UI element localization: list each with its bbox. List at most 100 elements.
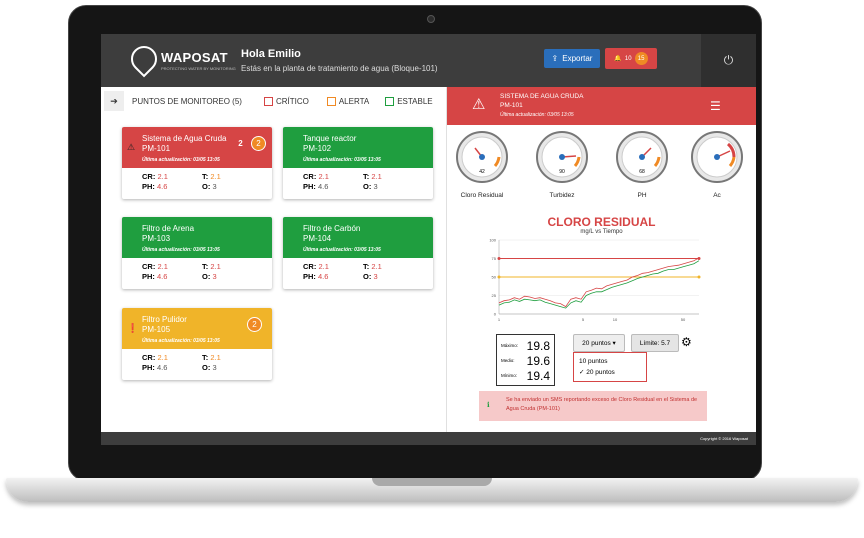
card-values: CR: 2.1 T: 2.1 PH: 4.6 O: 3 [122, 349, 272, 372]
y-tick-label: 0 [494, 312, 497, 317]
card-id: PM-103 [142, 234, 171, 243]
y-tick-label: 75 [492, 256, 497, 261]
card-name: Tanque reactor [303, 134, 357, 143]
filter-estable-label: ESTABLE [397, 96, 433, 106]
value-cr: 2.1 [157, 262, 168, 271]
value-o: 3 [212, 181, 217, 191]
logo-tagline: PROTECTING WATER BY MONITORING [161, 66, 236, 71]
card-id: PM-101 [142, 144, 171, 153]
filter-estable[interactable]: ESTABLE [385, 96, 433, 106]
label-t: T: [363, 172, 370, 181]
card-updated: Última actualización: 03/05 13:05 [303, 247, 381, 253]
card-updated: Última actualización: 03/05 13:05 [142, 157, 220, 163]
chart-title: CLORO RESIDUAL [547, 215, 656, 229]
line-chart: 0 25 50 75 100 1 5 10 50 [489, 238, 701, 322]
gauge-cloro: 42 [456, 131, 508, 183]
y-tick-label: 50 [492, 275, 497, 280]
value-ph: 4.6 [157, 271, 168, 281]
filter-critico[interactable]: CRÍTICO [263, 96, 309, 106]
x-tick-label: 5 [582, 317, 585, 322]
stat-min: 19.4 [526, 368, 550, 383]
points-select[interactable]: 20 puntos ▾ [573, 334, 625, 352]
label-cr: CR: [142, 353, 156, 362]
series-line [498, 260, 700, 309]
card-pm-102[interactable]: Tanque reactor PM-102 Última actualizaci… [283, 127, 433, 199]
card-pm-105[interactable]: ❗ Filtro Pulidor PM-105 Última actualiza… [122, 308, 272, 380]
card-header: ⚠ Sistema de Agua Cruda PM-101 Última ac… [122, 127, 272, 168]
option-10-points[interactable]: 10 puntos [579, 358, 608, 365]
card-updated: Última actualización: 03/05 13:05 [303, 157, 381, 163]
alerts-button[interactable]: 🔔 10 15 [605, 48, 657, 69]
stat-avg-label: Medio: [501, 358, 515, 363]
x-tick-label: 10 [613, 317, 618, 322]
list-icon[interactable]: ☰ [710, 99, 721, 113]
export-button[interactable]: ⇪ Exportar [544, 49, 600, 68]
export-label: Exportar [562, 54, 593, 63]
logo: WAPOSAT PROTECTING WATER BY MONITORING [125, 40, 236, 78]
label-ph: PH: [303, 271, 316, 281]
points-dropdown: 10 puntos ✓ 20 puntos [573, 352, 647, 382]
card-values: CR: 2.1 T: 2.1 PH: 4.6 O: 3 [283, 258, 433, 281]
arrow-right-icon[interactable]: ➔ [104, 91, 124, 111]
label-ph: PH: [142, 362, 155, 372]
filter-alerta[interactable]: ALERTA [326, 96, 369, 106]
label-cr: CR: [303, 172, 317, 181]
stat-avg: 19.6 [526, 353, 550, 368]
value-t: 2.1 [210, 353, 221, 362]
card-name: Sistema de Agua Cruda [142, 134, 227, 143]
value-ph: 4.6 [318, 271, 329, 281]
card-values: CR: 2.1 T: 2.1 PH: 4.6 O: 3 [122, 258, 272, 281]
detail-title: SISTEMA DE AGUA CRUDA [500, 93, 584, 100]
power-icon: ⏻ [723, 53, 734, 67]
card-updated: Última actualización: 03/05 13:05 [142, 338, 220, 344]
value-cr: 2.1 [318, 172, 329, 181]
threshold-marker [497, 257, 501, 260]
label-t: T: [202, 262, 209, 271]
bell-icon: 🔔 [614, 56, 622, 62]
card-pm-104[interactable]: Filtro de Carbón PM-104 Última actualiza… [283, 217, 433, 289]
caret-down-icon: ▾ [610, 340, 616, 347]
alerts-orange-count: 15 [634, 52, 648, 65]
monitoring-panel: ➔ PUNTOS DE MONITOREO (5) CRÍTICO ALERTA… [101, 87, 446, 432]
card-header: ❗ Filtro Pulidor PM-105 Última actualiza… [122, 308, 272, 349]
gauge-label-turbidez: Turbidez [549, 192, 575, 199]
sms-text: Se ha enviado un SMS reportando exceso d… [506, 397, 698, 412]
gear-icon[interactable]: ⚙ [681, 335, 692, 349]
label-cr: CR: [142, 262, 156, 271]
checkbox-icon [326, 96, 336, 106]
value-t: 2.1 [371, 172, 382, 181]
label-t: T: [363, 262, 370, 271]
value-ph: 4.6 [318, 181, 329, 191]
label-t: T: [202, 353, 209, 362]
detail-updated: Última actualización: 03/05 13:05 [500, 112, 574, 118]
card-name: Filtro Pulidor [142, 315, 187, 324]
stat-min-label: Mínimo: [501, 373, 518, 378]
label-ph: PH: [142, 181, 155, 191]
value-o: 3 [212, 271, 217, 281]
badge-alert: 2 [247, 317, 262, 332]
card-name: Filtro de Arena [142, 224, 195, 233]
card-id: PM-105 [142, 325, 171, 334]
card-pm-101[interactable]: ⚠ Sistema de Agua Cruda PM-101 Última ac… [122, 127, 272, 199]
alerts-red-count: 10 [624, 55, 632, 62]
option-20-points[interactable]: ✓ 20 puntos [579, 369, 615, 376]
detail-header: ⚠ SISTEMA DE AGUA CRUDA PM-101 Última ac… [447, 87, 756, 125]
subtitle: Estás en la planta de tratamiento de agu… [241, 64, 438, 73]
gauge-ph: 68 [616, 131, 668, 183]
checkbox-icon [263, 96, 273, 106]
threshold-marker [697, 257, 701, 260]
label-o: O: [202, 181, 211, 191]
threshold-marker [497, 275, 501, 279]
power-button[interactable]: ⏻ [701, 34, 756, 87]
greeting: Hola Emilio [241, 48, 301, 60]
card-pm-103[interactable]: Filtro de Arena PM-103 Última actualizac… [122, 217, 272, 289]
label-ph: PH: [303, 181, 316, 191]
screen: WAPOSAT PROTECTING WATER BY MONITORING H… [101, 34, 756, 445]
limit-button[interactable]: Límite: 5.7 [631, 334, 679, 352]
gauge-value: 68 [639, 169, 645, 175]
card-header: Filtro de Carbón PM-104 Última actualiza… [283, 217, 433, 258]
x-tick-label: 50 [681, 317, 686, 322]
label-o: O: [363, 181, 372, 191]
value-t: 2.1 [210, 262, 221, 271]
badge-count: 2 [238, 139, 243, 148]
